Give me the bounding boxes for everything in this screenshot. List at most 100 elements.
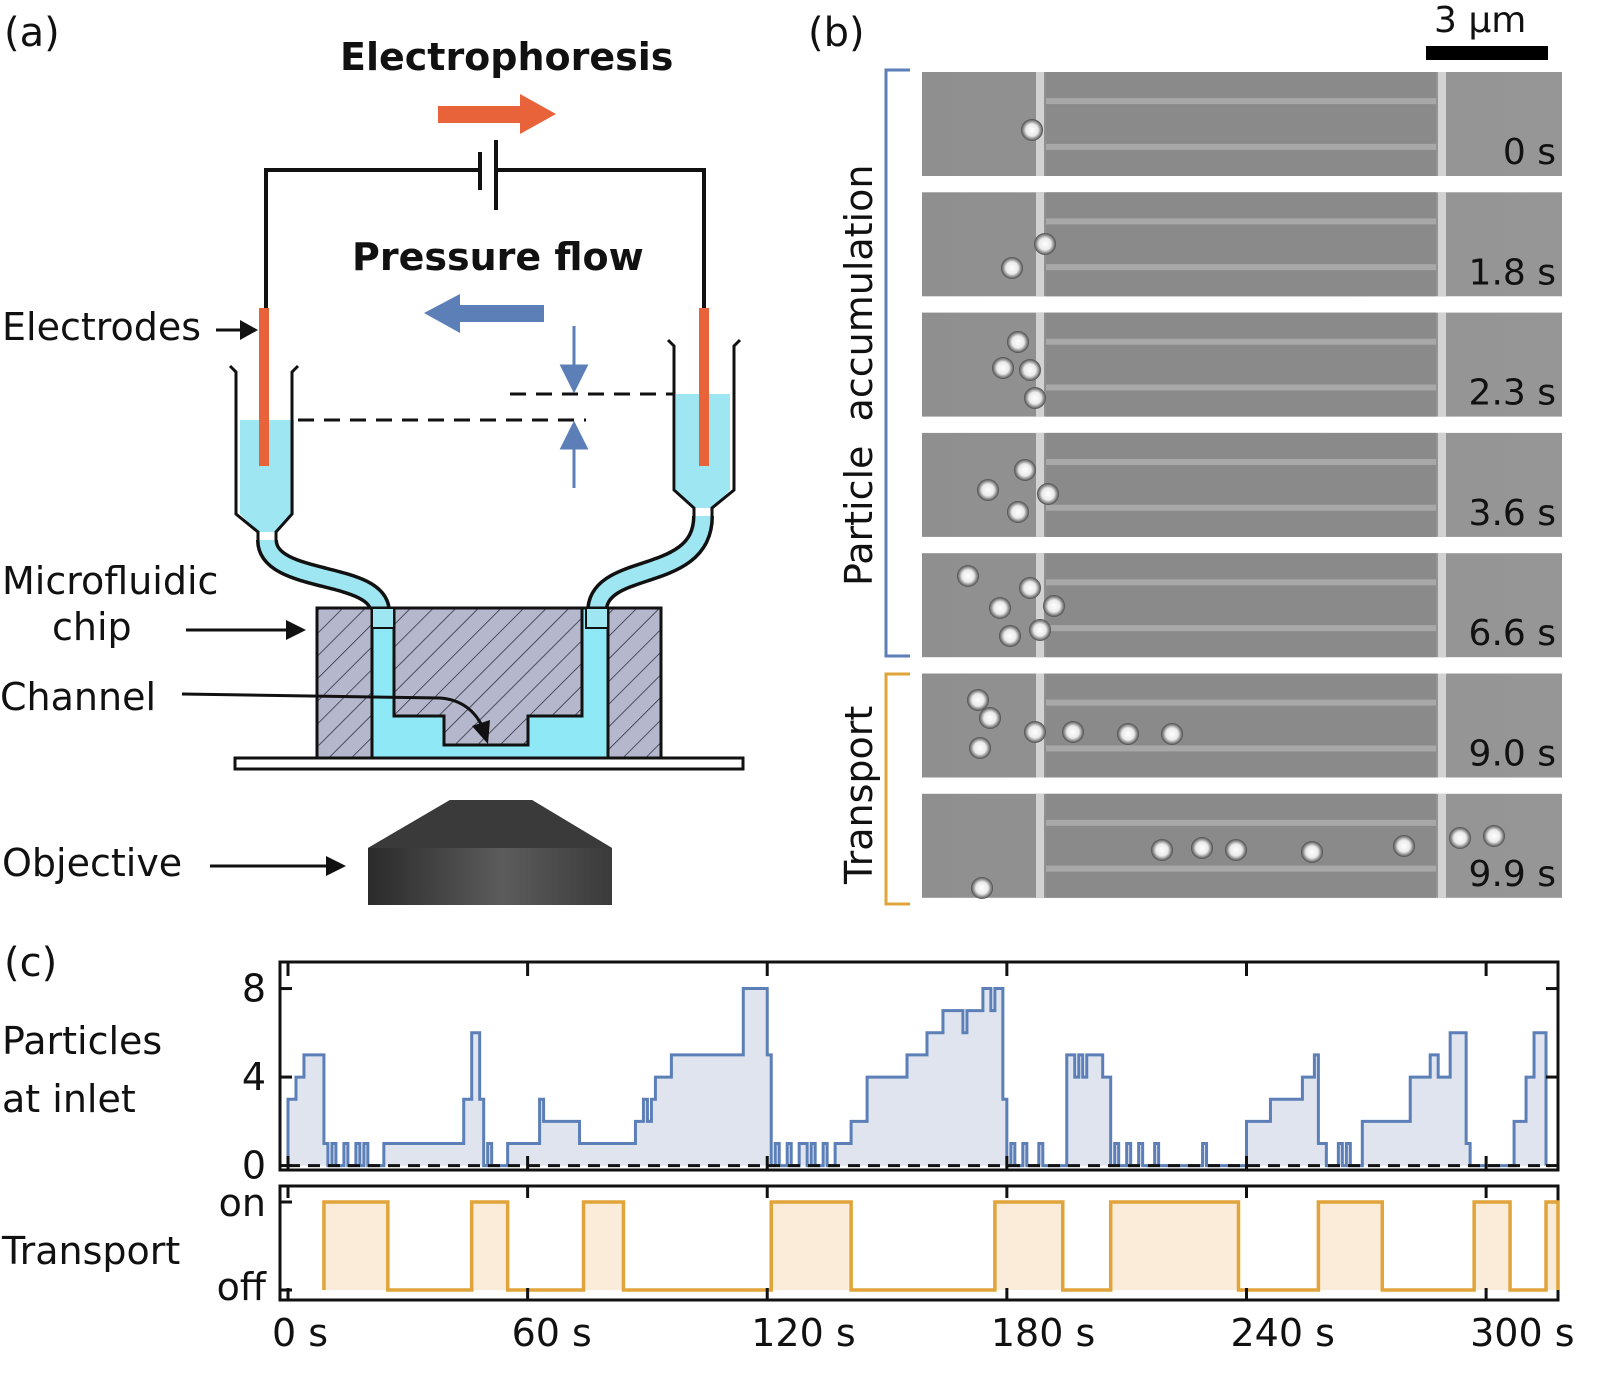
transport-on-area: [994, 1202, 1063, 1290]
particle: [989, 597, 1011, 619]
channel-outlet-edge: [1438, 553, 1446, 658]
transport-line: [322, 1200, 1560, 1292]
channel-inlet-edge: [1036, 432, 1044, 537]
circuit-wire: [264, 140, 706, 310]
objective-label: Objective: [2, 841, 182, 885]
particle: [1007, 501, 1029, 523]
particle: [1151, 839, 1173, 861]
electrodes-label: Electrodes: [2, 305, 201, 349]
channel-outlet-edge: [1438, 192, 1446, 297]
particle: [1161, 723, 1183, 745]
frame-time-label: 9.0 s: [1469, 734, 1556, 775]
transport-on-area: [323, 1202, 388, 1290]
channel-band: [1046, 72, 1436, 176]
bottom-ylabel: Transport: [1, 1229, 180, 1273]
channel-band: [1046, 312, 1436, 417]
frame-time-label: 3.6 s: [1469, 493, 1556, 534]
frame-1: 1.8 s: [922, 192, 1562, 297]
panel-b: (b) 3 µm Particle accumulation Transport…: [808, 0, 1562, 906]
particle: [1225, 839, 1247, 861]
transport-on-area: [1318, 1202, 1383, 1290]
panel-a-label: (a): [4, 10, 60, 56]
top-axes-frame: [278, 960, 1560, 1172]
right-electrode: [699, 308, 709, 466]
particle: [1024, 387, 1046, 409]
scale-bar: [1426, 46, 1548, 60]
channel-band: [1046, 192, 1436, 297]
channel-band: [1046, 432, 1436, 537]
level-arrows-icon: [559, 326, 589, 488]
x-tick-label: 0 s: [272, 1311, 328, 1355]
x-tick-label: 300 s: [1470, 1311, 1574, 1355]
on-tick-label: on: [219, 1181, 266, 1225]
objective-lens: [368, 800, 612, 905]
channel-outlet-edge: [1438, 72, 1446, 176]
particle: [977, 479, 999, 501]
glass-slide: [233, 756, 745, 771]
frame-time-label: 0 s: [1503, 132, 1556, 173]
channel-outlet-edge: [1438, 673, 1446, 778]
channel-inlet-edge: [1036, 793, 1044, 898]
particles-area: [287, 988, 1547, 1166]
particle: [1037, 483, 1059, 505]
chip-pointer-icon: [186, 620, 306, 640]
y-tick-label: 0: [242, 1144, 266, 1188]
pressure-flow-label: Pressure flow: [352, 235, 644, 279]
particle: [1019, 359, 1041, 381]
channel-inlet-edge: [1036, 312, 1044, 417]
frame-time-label: 1.8 s: [1469, 252, 1556, 293]
panel-b-label: (b): [808, 10, 865, 56]
particle: [992, 357, 1014, 379]
particle: [1449, 827, 1471, 849]
particle: [967, 689, 989, 711]
x-tick-label: 180 s: [991, 1311, 1095, 1355]
left-reservoir: [228, 308, 300, 544]
tubing: [256, 515, 714, 630]
channel-band: [1046, 553, 1436, 658]
particle: [1007, 331, 1029, 353]
x-tick-label: 60 s: [512, 1311, 592, 1355]
left-electrode: [259, 308, 269, 466]
level-difference-indicator: [298, 392, 674, 422]
microfluidic-chip: [315, 606, 663, 760]
particle: [1043, 595, 1065, 617]
particles-line: [286, 987, 1548, 1168]
transport-on-area: [471, 1202, 508, 1290]
microfluidic-label: Microfluidic: [2, 559, 218, 603]
frame-time-label: 2.3 s: [1469, 373, 1556, 414]
y-tick-label: 4: [242, 1055, 266, 1099]
electrophoresis-label: Electrophoresis: [340, 35, 673, 79]
channel-band: [1046, 673, 1436, 778]
frame-0: 0 s: [922, 72, 1562, 176]
frame-2: 2.3 s: [922, 312, 1562, 417]
particle: [1301, 841, 1323, 863]
channel-outlet-edge: [1438, 312, 1446, 417]
frame-time-label: 9.9 s: [1469, 854, 1556, 895]
frame-3: 3.6 s: [922, 432, 1562, 537]
particle: [1483, 825, 1505, 847]
particle: [971, 877, 993, 899]
particle: [1393, 835, 1415, 857]
transport-on-area: [1474, 1202, 1511, 1290]
channel-pointer-icon: [181, 692, 490, 744]
particle: [1029, 619, 1051, 641]
particle: [1024, 721, 1046, 743]
particle-accumulation-label: Particle accumulation: [837, 165, 881, 586]
x-tick-label: 120 s: [751, 1311, 855, 1355]
panel-c-label: (c): [4, 940, 57, 986]
electrodes-pointer-icon: [216, 320, 258, 340]
transport-bracket: [884, 672, 910, 906]
particle: [1062, 721, 1084, 743]
particle: [957, 565, 979, 587]
pressure-flow-arrow-icon: [424, 294, 544, 333]
transport-label: Transport: [837, 706, 881, 885]
particle: [1117, 723, 1139, 745]
transport-on-area: [583, 1202, 624, 1290]
accumulation-bracket: [884, 68, 910, 658]
transport-on-area: [1546, 1202, 1558, 1290]
frame-6: 9.9 s: [922, 793, 1562, 899]
frame-5: 9.0 s: [922, 673, 1562, 778]
particle: [1019, 577, 1041, 599]
channel-label: Channel: [0, 675, 156, 719]
